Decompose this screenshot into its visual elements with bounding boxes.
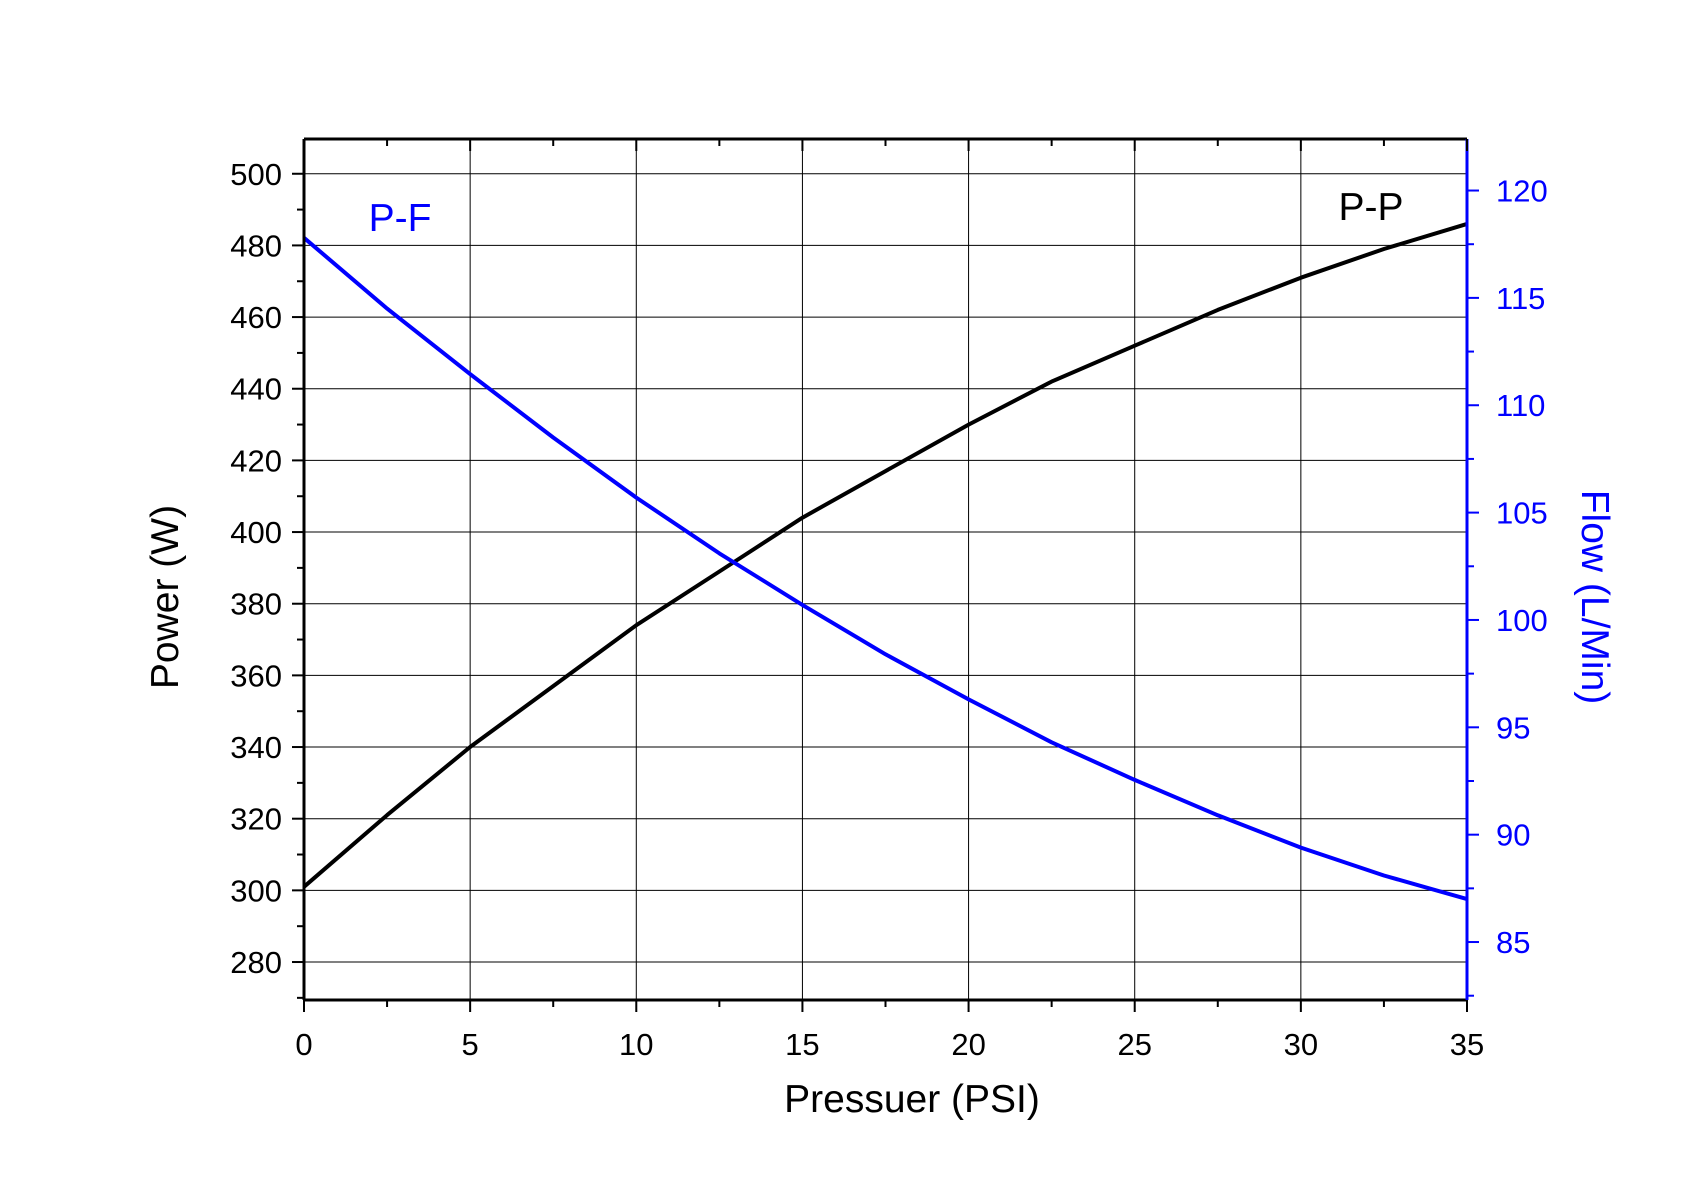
x-tick-label: 25 xyxy=(1117,1027,1151,1062)
y-tick-label: 300 xyxy=(230,873,282,908)
y-tick-label: 420 xyxy=(230,443,282,478)
tick-labels: 0 5 10 15 20 25 30 35 280 300 320 340 360 380 400 420 44… xyxy=(230,157,1547,1062)
y2-tick-label: 100 xyxy=(1496,603,1548,638)
x-tick-label: 5 xyxy=(462,1027,479,1062)
y-tick-label: 400 xyxy=(230,515,282,550)
y-tick-label: 280 xyxy=(230,945,282,980)
x-tick-label: 35 xyxy=(1450,1027,1484,1062)
x-tick-label: 20 xyxy=(951,1027,985,1062)
y-tick-label: 320 xyxy=(230,802,282,837)
x-tick-label: 15 xyxy=(785,1027,819,1062)
y-tick-label: 380 xyxy=(230,587,282,622)
y2-tick-label: 115 xyxy=(1496,281,1545,316)
y-tick-label: 340 xyxy=(230,730,282,765)
y2-tick-label: 95 xyxy=(1496,710,1530,745)
y-tick-label: 440 xyxy=(230,372,282,407)
annotation-p-f: P-F xyxy=(369,197,432,240)
annotation-p-p: P-P xyxy=(1338,186,1403,229)
y-tick-label: 360 xyxy=(230,658,282,693)
y2-tick-label: 105 xyxy=(1496,496,1548,531)
y2-tick-label: 90 xyxy=(1496,818,1530,853)
y2-axis-title: Flow (L/Min) xyxy=(1573,490,1616,705)
x-tick-label: 30 xyxy=(1284,1027,1318,1062)
y-axis-title: Power (W) xyxy=(144,505,187,689)
series-lines xyxy=(302,221,1468,902)
series-line-p-f xyxy=(302,236,1468,902)
grid xyxy=(303,139,1468,1000)
axes xyxy=(292,137,1479,1012)
y-tick-label: 480 xyxy=(230,228,282,263)
y2-tick-label: 110 xyxy=(1496,388,1545,423)
y2-tick-label: 85 xyxy=(1496,925,1530,960)
x-tick-label: 0 xyxy=(295,1027,312,1062)
y-tick-label: 500 xyxy=(230,157,282,192)
y-tick-label: 460 xyxy=(230,300,282,335)
x-tick-label: 10 xyxy=(619,1027,653,1062)
series-line-p-p xyxy=(302,221,1468,889)
x-axis-title: Pressuer (PSI) xyxy=(784,1078,1040,1121)
y2-tick-label: 120 xyxy=(1496,174,1548,209)
